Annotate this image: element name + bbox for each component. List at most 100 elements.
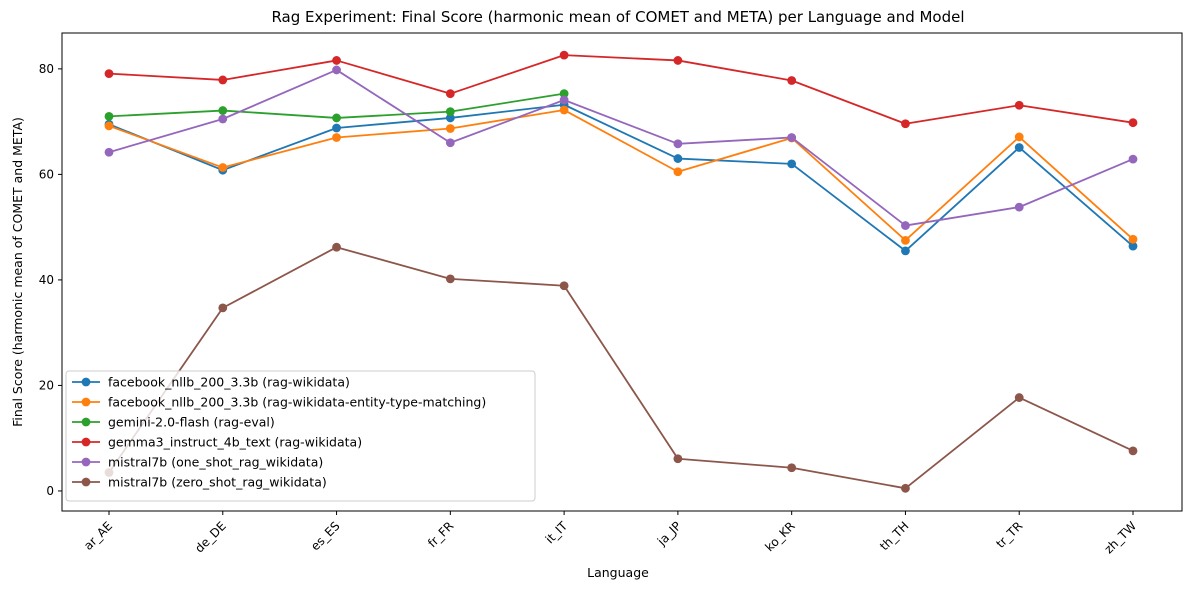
data-point xyxy=(445,89,455,99)
x-axis-title: Language xyxy=(587,565,649,580)
data-point xyxy=(1128,241,1138,251)
data-point xyxy=(559,89,569,99)
series-layer xyxy=(104,50,1138,493)
series-2 xyxy=(104,89,569,123)
series-line xyxy=(108,246,1134,490)
data-point xyxy=(559,105,569,115)
legend-item: mistral7b (zero_shot_rag_wikidata) xyxy=(72,475,327,490)
data-point xyxy=(218,303,228,313)
x-tick-label: ar_AE xyxy=(81,519,115,553)
data-point xyxy=(1014,100,1024,110)
data-point xyxy=(901,119,910,129)
data-point xyxy=(1128,118,1138,128)
x-tick-label: th_TH xyxy=(877,519,911,553)
data-point xyxy=(673,56,683,65)
data-point xyxy=(104,69,114,79)
series-line xyxy=(108,103,1134,252)
data-point xyxy=(332,65,341,75)
series-1 xyxy=(104,105,1138,245)
data-point xyxy=(1014,393,1024,402)
data-point xyxy=(104,111,114,121)
legend-label: mistral7b (one_shot_rag_wikidata) xyxy=(108,455,323,470)
data-point xyxy=(1014,132,1024,142)
axes-layer xyxy=(61,32,1183,512)
x-tick-label: ko_KR xyxy=(762,519,797,554)
chart-title: Rag Experiment: Final Score (harmonic me… xyxy=(271,8,964,26)
data-point xyxy=(445,274,455,284)
legend-item: facebook_nllb_200_3.3b (rag-wikidata-ent… xyxy=(72,395,486,410)
data-point xyxy=(218,106,228,115)
data-point xyxy=(332,56,341,65)
data-point xyxy=(445,124,455,133)
data-point xyxy=(673,139,683,149)
data-point xyxy=(787,133,797,142)
data-point xyxy=(332,133,341,142)
legend-item: facebook_nllb_200_3.3b (rag-wikidata) xyxy=(72,375,350,390)
data-point xyxy=(1014,143,1024,152)
data-point xyxy=(787,463,797,473)
legend-marker xyxy=(81,457,91,467)
legend-label: facebook_nllb_200_3.3b (rag-wikidata) xyxy=(108,375,350,390)
series-4 xyxy=(104,65,1138,230)
x-tick-label: ja_JP xyxy=(654,519,684,549)
data-point xyxy=(673,167,683,177)
y-tick-label: 80 xyxy=(39,62,54,76)
data-point xyxy=(445,107,455,117)
data-point xyxy=(1128,154,1138,164)
data-point xyxy=(218,114,228,124)
data-point xyxy=(218,75,228,85)
data-point xyxy=(559,50,569,60)
data-point xyxy=(104,147,114,157)
data-point xyxy=(445,113,455,123)
legend-marker xyxy=(81,417,91,427)
data-point xyxy=(1128,234,1138,244)
data-point xyxy=(559,95,569,105)
data-point xyxy=(218,163,228,172)
legend: facebook_nllb_200_3.3b (rag-wikidata) fac… xyxy=(65,370,536,502)
data-point xyxy=(1014,202,1024,212)
x-tick-label: fr_FR xyxy=(425,519,456,550)
legend-item: mistral7b (one_shot_rag_wikidata) xyxy=(72,455,323,470)
x-tick-label: it_IT xyxy=(543,518,571,546)
y-tick-label: 0 xyxy=(46,484,54,498)
legend-item: gemma3_instruct_4b_text (rag-wikidata) xyxy=(72,435,362,450)
data-point xyxy=(445,138,455,148)
x-tick-label: de_DE xyxy=(192,519,229,556)
legend-box xyxy=(65,370,536,502)
data-point xyxy=(559,281,569,291)
legend-marker xyxy=(81,477,91,487)
legend-label: gemma3_instruct_4b_text (rag-wikidata) xyxy=(108,435,362,450)
y-tick-label: 20 xyxy=(39,378,54,392)
data-point xyxy=(901,235,910,245)
legend-marker xyxy=(81,397,91,407)
legend-marker xyxy=(81,377,91,387)
legend-label: gemini-2.0-flash (rag-eval) xyxy=(108,415,275,430)
data-point xyxy=(673,454,683,464)
legend-label: mistral7b (zero_shot_rag_wikidata) xyxy=(108,475,327,490)
legend-item: gemini-2.0-flash (rag-eval) xyxy=(72,415,275,430)
data-point xyxy=(901,483,910,493)
data-point xyxy=(332,113,341,123)
series-line xyxy=(108,109,1134,242)
series-line xyxy=(108,69,1134,227)
data-point xyxy=(332,242,341,252)
data-point xyxy=(787,159,797,169)
x-tick-label: es_ES xyxy=(308,519,343,554)
data-point xyxy=(673,154,683,163)
data-point xyxy=(787,76,797,85)
y-tick-label: 60 xyxy=(39,167,54,181)
axes-frame xyxy=(61,32,1183,512)
x-tick-label: zh_TW xyxy=(1102,519,1140,557)
data-point xyxy=(1128,446,1138,456)
y-tick-label: 40 xyxy=(39,273,54,287)
series-line xyxy=(108,54,1134,125)
x-tick-label: tr_TR xyxy=(993,519,1025,551)
data-point xyxy=(901,246,910,256)
data-point xyxy=(901,221,910,230)
data-point xyxy=(332,123,341,133)
legend-marker xyxy=(81,437,91,447)
series-3 xyxy=(104,50,1138,129)
data-point xyxy=(104,121,114,131)
legend-label: facebook_nllb_200_3.3b (rag-wikidata-ent… xyxy=(108,395,486,410)
